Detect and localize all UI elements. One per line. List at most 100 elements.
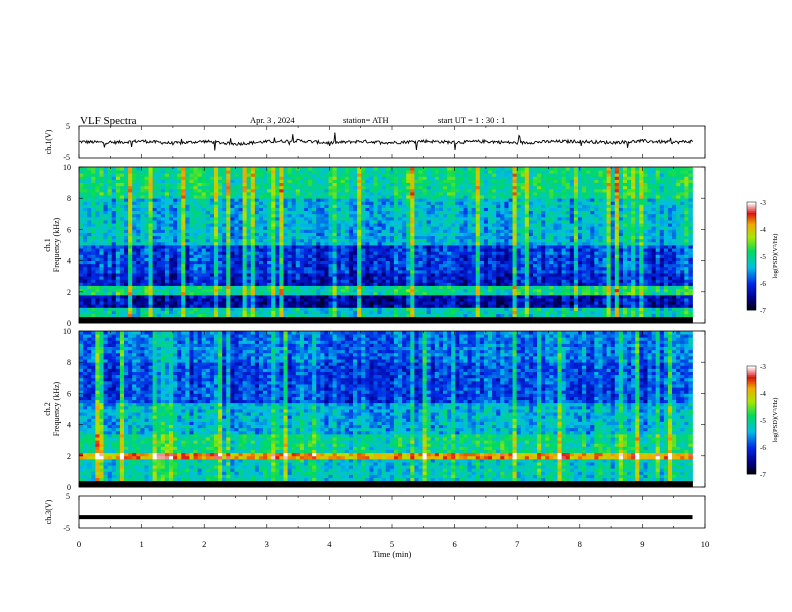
spectrogram-cell [328,304,333,308]
spectrogram-cell [655,294,661,299]
spectrogram-cell [369,298,374,302]
spectrogram-cell [258,288,264,293]
spectrogram-cell [185,298,190,302]
spectrogram-cell [365,313,370,318]
spectrogram-cell [156,298,162,302]
spectrogram-cell [83,235,88,240]
spectrogram-cell [610,291,616,296]
spectrogram-cell [283,235,288,240]
spectrogram-cell [586,291,591,296]
spectrogram-cell [487,279,493,283]
spectrogram-cell [193,232,199,237]
spectrogram-cell [201,282,207,286]
spectrogram-cell [582,301,587,305]
spectrogram-cell [156,301,162,305]
spectrogram-cell [577,316,583,321]
spectrogram-cell [459,301,464,305]
spectrogram-cell [651,241,657,246]
spectrogram-cell [357,316,362,321]
spectrogram-cell [250,260,256,265]
spectrogram-cell [377,260,383,265]
spectrogram-cell [545,313,550,318]
spectrogram-cell [569,220,575,224]
spectrogram-cell [234,251,239,255]
spectrogram-cell [99,257,104,261]
spectrogram-cell [177,229,182,233]
spectrogram-cell [496,285,501,290]
spectrogram-cell [594,235,599,240]
spectrogram-cell [398,229,403,233]
spectrogram-cell [95,288,100,293]
spectrogram-cell [91,279,96,283]
spectrogram-cell [398,248,403,252]
spectrogram-cell [582,279,587,283]
spectrogram-cell [230,285,235,290]
spectrogram-cell [332,291,338,296]
spectrogram-cell [479,279,485,283]
spectrogram-cell [111,276,117,280]
spectrogram-cell [87,301,92,305]
spectrogram-cell [283,263,288,268]
spectrogram-cell [99,301,104,305]
spectrogram-cell [328,266,333,271]
spectrogram-cell [238,235,243,240]
spectrogram-cell [181,304,186,308]
spectrogram-cell [308,238,313,243]
spectrogram-cell [455,316,460,321]
spectrogram-cell [459,307,464,311]
spectrogram-cell [275,220,280,224]
spectrogram-cell [606,245,612,249]
spectrogram-cell [602,310,607,315]
spectrogram-cell [111,319,117,324]
spectrogram-cell [369,269,374,274]
spectrogram-cell [582,291,587,296]
spectrogram-cell [651,248,657,252]
spectrogram-cell [504,251,509,255]
spectrogram-cell [381,291,387,296]
spectrogram-cell [426,235,432,240]
spectrogram-cell [205,298,211,302]
spectrogram-cell [418,263,423,268]
spectrogram-cell [406,226,411,230]
spectrogram-cell [389,229,395,233]
spectrogram-cell [549,241,554,246]
spectrogram-cell [688,307,693,311]
spectrogram-cell [463,263,468,268]
spectrogram-cell [148,304,154,308]
spectrogram-cell [91,257,96,261]
spectrogram-cell [115,257,121,261]
spectrogram-cell [115,273,121,277]
spectrogram-cell [520,310,526,315]
spectrogram-cell [557,298,562,302]
spectrogram-cell [168,263,174,268]
spectrogram-cell [586,232,591,237]
spectrogram-cell [189,298,194,302]
spectrogram-cell [119,319,125,324]
spectrogram-cell [467,248,473,252]
spectrogram-cell [299,288,305,293]
spectrogram-cell [295,294,301,299]
spectrogram-cell [164,229,170,233]
spectrogram-cell [152,319,158,324]
spectrogram-cell [418,298,423,302]
spectrogram-cell [316,235,321,240]
spectrogram-cell [606,291,612,296]
spectrogram-cell [406,301,411,305]
spectrogram-cell [422,276,428,280]
spectrogram-cell [107,282,113,286]
spectrogram-cell [520,235,526,240]
spectrogram-cell [238,294,243,299]
spectrogram-cell [422,288,428,293]
spectrogram-cell [684,263,689,268]
spectrogram-cell [447,241,452,246]
spectrogram-cell [287,316,293,321]
spectrogram-cell [95,282,100,286]
spectrogram-cell [463,257,468,261]
spectrogram-cell [320,241,325,246]
spectrogram-cell [87,279,92,283]
spectrogram-cell [95,232,100,237]
spectrogram-cell [418,285,423,290]
spectrogram-cell [553,263,558,268]
spectrogram-cell [353,232,358,237]
spectrogram-cell [148,266,154,271]
